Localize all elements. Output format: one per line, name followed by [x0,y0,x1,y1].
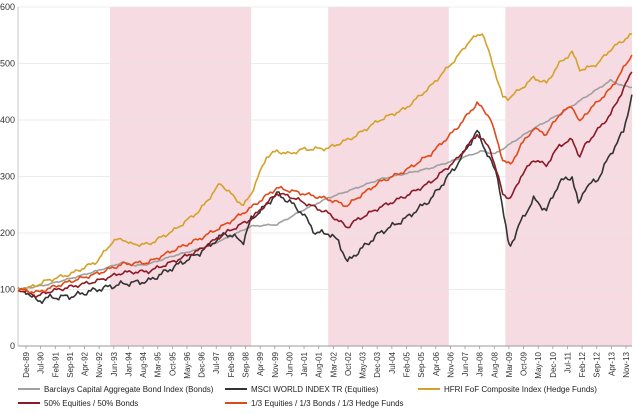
x-tick-label: Nov-13 [622,351,631,377]
x-tick-label: Apr-13 [607,351,616,376]
x-tick-label: Jan-01 [300,351,309,376]
x-tick-label: Jan-94 [124,351,133,376]
x-tick-label: Apr-92 [81,351,90,376]
x-tick-label: May-96 [183,351,192,378]
x-tick-label: Aug-08 [490,351,499,377]
x-tick-label: Nov-99 [271,351,280,377]
x-tick-label: Feb-05 [402,351,411,377]
x-tick-label: Sep-98 [242,351,251,377]
series-line-4 [17,71,633,298]
x-tick-label: Mar-02 [329,351,338,377]
x-tick-label: Oct-09 [520,351,529,376]
x-tick-label: Jul-90 [37,351,46,373]
x-tick-label: Dec-03 [373,351,382,377]
y-tick-label-500: 500 [0,59,15,69]
x-tick-label: May-10 [534,351,543,378]
x-tick-label: Dec-96 [198,351,207,377]
x-tick-label: Mar-95 [154,351,163,377]
y-tick-label-200: 200 [0,228,15,238]
gridlines [18,6,632,290]
x-tick-label: Aug-01 [315,351,324,377]
x-tick-label: Feb-12 [578,351,587,377]
x-tick-label: Feb-98 [227,351,236,377]
x-tick-label: Oct-95 [168,351,177,376]
x-tick-label: Aug-94 [139,351,148,377]
x-tick-label: Sep-12 [593,351,602,377]
x-tick-labels: Dec-89 Jul-90 Feb-91 Sep-91 Apr-92 Nov-92 Jun-… [22,346,631,379]
y-tick-labels: 0 100 200 300 400 500 600 [0,2,15,351]
x-tick-label: Dec-10 [549,351,558,377]
x-tick-label: Mar-09 [505,351,514,377]
axes [17,7,632,347]
x-tick-label: Oct-02 [344,351,353,376]
y-tick-label-0: 0 [10,341,15,351]
legend-label-5: 1/3 Equities / 1/3 Bonds / 1/3 Hedge Fun… [251,399,404,408]
x-tick-label: May-03 [359,351,368,378]
x-tick-label: Jun-00 [285,351,294,376]
y-tick-label-400: 400 [0,115,15,125]
legend: Barclays Capital Aggregate Bond Index (B… [18,385,597,408]
legend-label-4: 50% Equities / 50% Bonds [44,399,138,408]
series-lines [17,33,633,305]
y-tick-label-300: 300 [0,172,15,182]
x-tick-label: Jun-07 [461,351,470,376]
series-line-3 [17,33,632,292]
series-line-5 [17,54,633,294]
y-tick-label-600: 600 [0,2,15,12]
x-tick-label: Apr-06 [432,351,441,376]
x-tick-label: Jul-04 [388,351,397,373]
legend-label-1: Barclays Capital Aggregate Bond Index (B… [44,385,214,394]
y-tick-label-100: 100 [0,285,15,295]
x-tick-label: Feb-91 [51,351,60,377]
x-tick-label: Apr-99 [256,351,265,376]
legend-label-2: MSCI WORLD INDEX TR (Equities) [251,385,379,394]
x-tick-label: Sep-91 [66,351,75,377]
x-tick-label: Nov-06 [446,351,455,377]
x-tick-label: Jul-97 [212,351,221,373]
x-tick-label: Jun-93 [110,351,119,376]
x-tick-label: Jan-08 [476,351,485,376]
series-line-2 [17,94,633,305]
series-line-1 [18,78,633,291]
legend-label-3: HFRI FoF Composite Index (Hedge Funds) [444,385,597,394]
x-tick-label: Nov-92 [95,351,104,377]
x-tick-label: Dec-89 [22,351,31,377]
x-tick-label: Sep-05 [417,351,426,377]
x-tick-label: Jul-11 [563,351,572,373]
